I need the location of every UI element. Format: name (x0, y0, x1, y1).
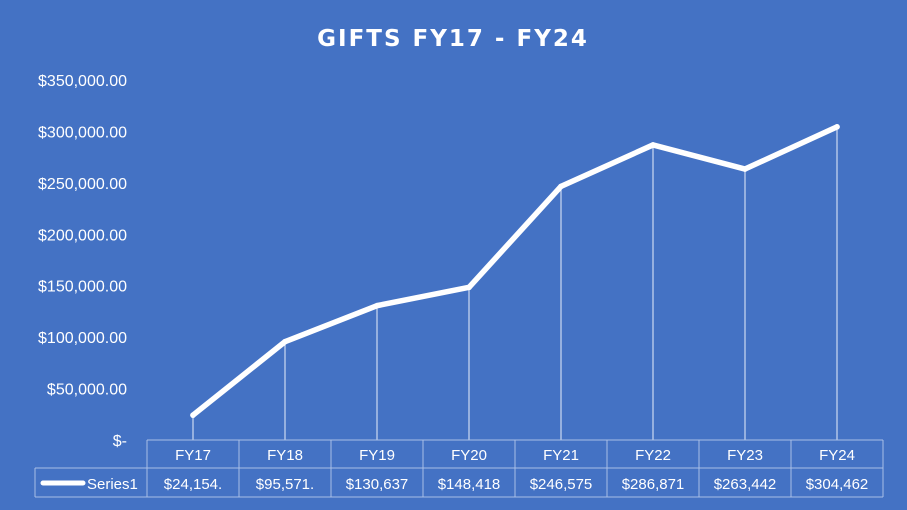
y-tick-label: $100,000.00 (38, 330, 127, 347)
y-tick-label: $- (113, 433, 127, 450)
data-point (282, 338, 288, 345)
x-tick-label: FY19 (359, 447, 395, 464)
y-tick-label: $350,000.00 (38, 73, 127, 90)
data-label: $263,442 (714, 476, 777, 493)
data-table: FY17 FY18 FY19 FY20 FY21 FY22 FY23 FY24 $24,154.… (34, 439, 884, 498)
data-label: $304,462 (806, 476, 869, 493)
x-tick-label: FY22 (635, 447, 671, 464)
y-tick-label: $150,000.00 (38, 279, 127, 296)
chart-title: GIFTS FY17 - FY24 (317, 26, 589, 52)
data-label: $148,418 (438, 476, 501, 493)
data-label: $130,637 (346, 476, 409, 493)
data-label: $24,154. (164, 476, 222, 493)
y-tick-label: $50,000.00 (47, 382, 127, 399)
legend-label: Series1 (87, 476, 138, 493)
data-label: $286,871 (622, 476, 685, 493)
data-point (742, 166, 748, 172)
x-tick-label: FY17 (175, 447, 211, 464)
series-line (190, 124, 840, 418)
plot-area (190, 124, 840, 418)
x-tick-label: FY21 (543, 447, 579, 464)
data-point (834, 124, 840, 130)
x-tick-label: FY23 (727, 447, 763, 464)
data-point (190, 412, 196, 418)
y-tick-label: $300,000.00 (38, 124, 127, 141)
y-axis: $- $50,000.00 $100,000.00 $150,000.00 $200,0… (38, 73, 127, 450)
data-label: $95,571. (256, 476, 314, 493)
data-label: $246,575 (530, 476, 593, 493)
data-point (650, 142, 656, 148)
x-tick-label: FY24 (819, 447, 855, 464)
data-point (466, 284, 472, 291)
drop-lines (192, 126, 838, 440)
x-tick-label: FY20 (451, 447, 487, 464)
y-tick-label: $200,000.00 (38, 227, 127, 244)
x-tick-label: FY18 (267, 447, 303, 464)
data-point (374, 302, 380, 309)
y-tick-label: $250,000.00 (38, 176, 127, 193)
data-point (558, 183, 564, 190)
